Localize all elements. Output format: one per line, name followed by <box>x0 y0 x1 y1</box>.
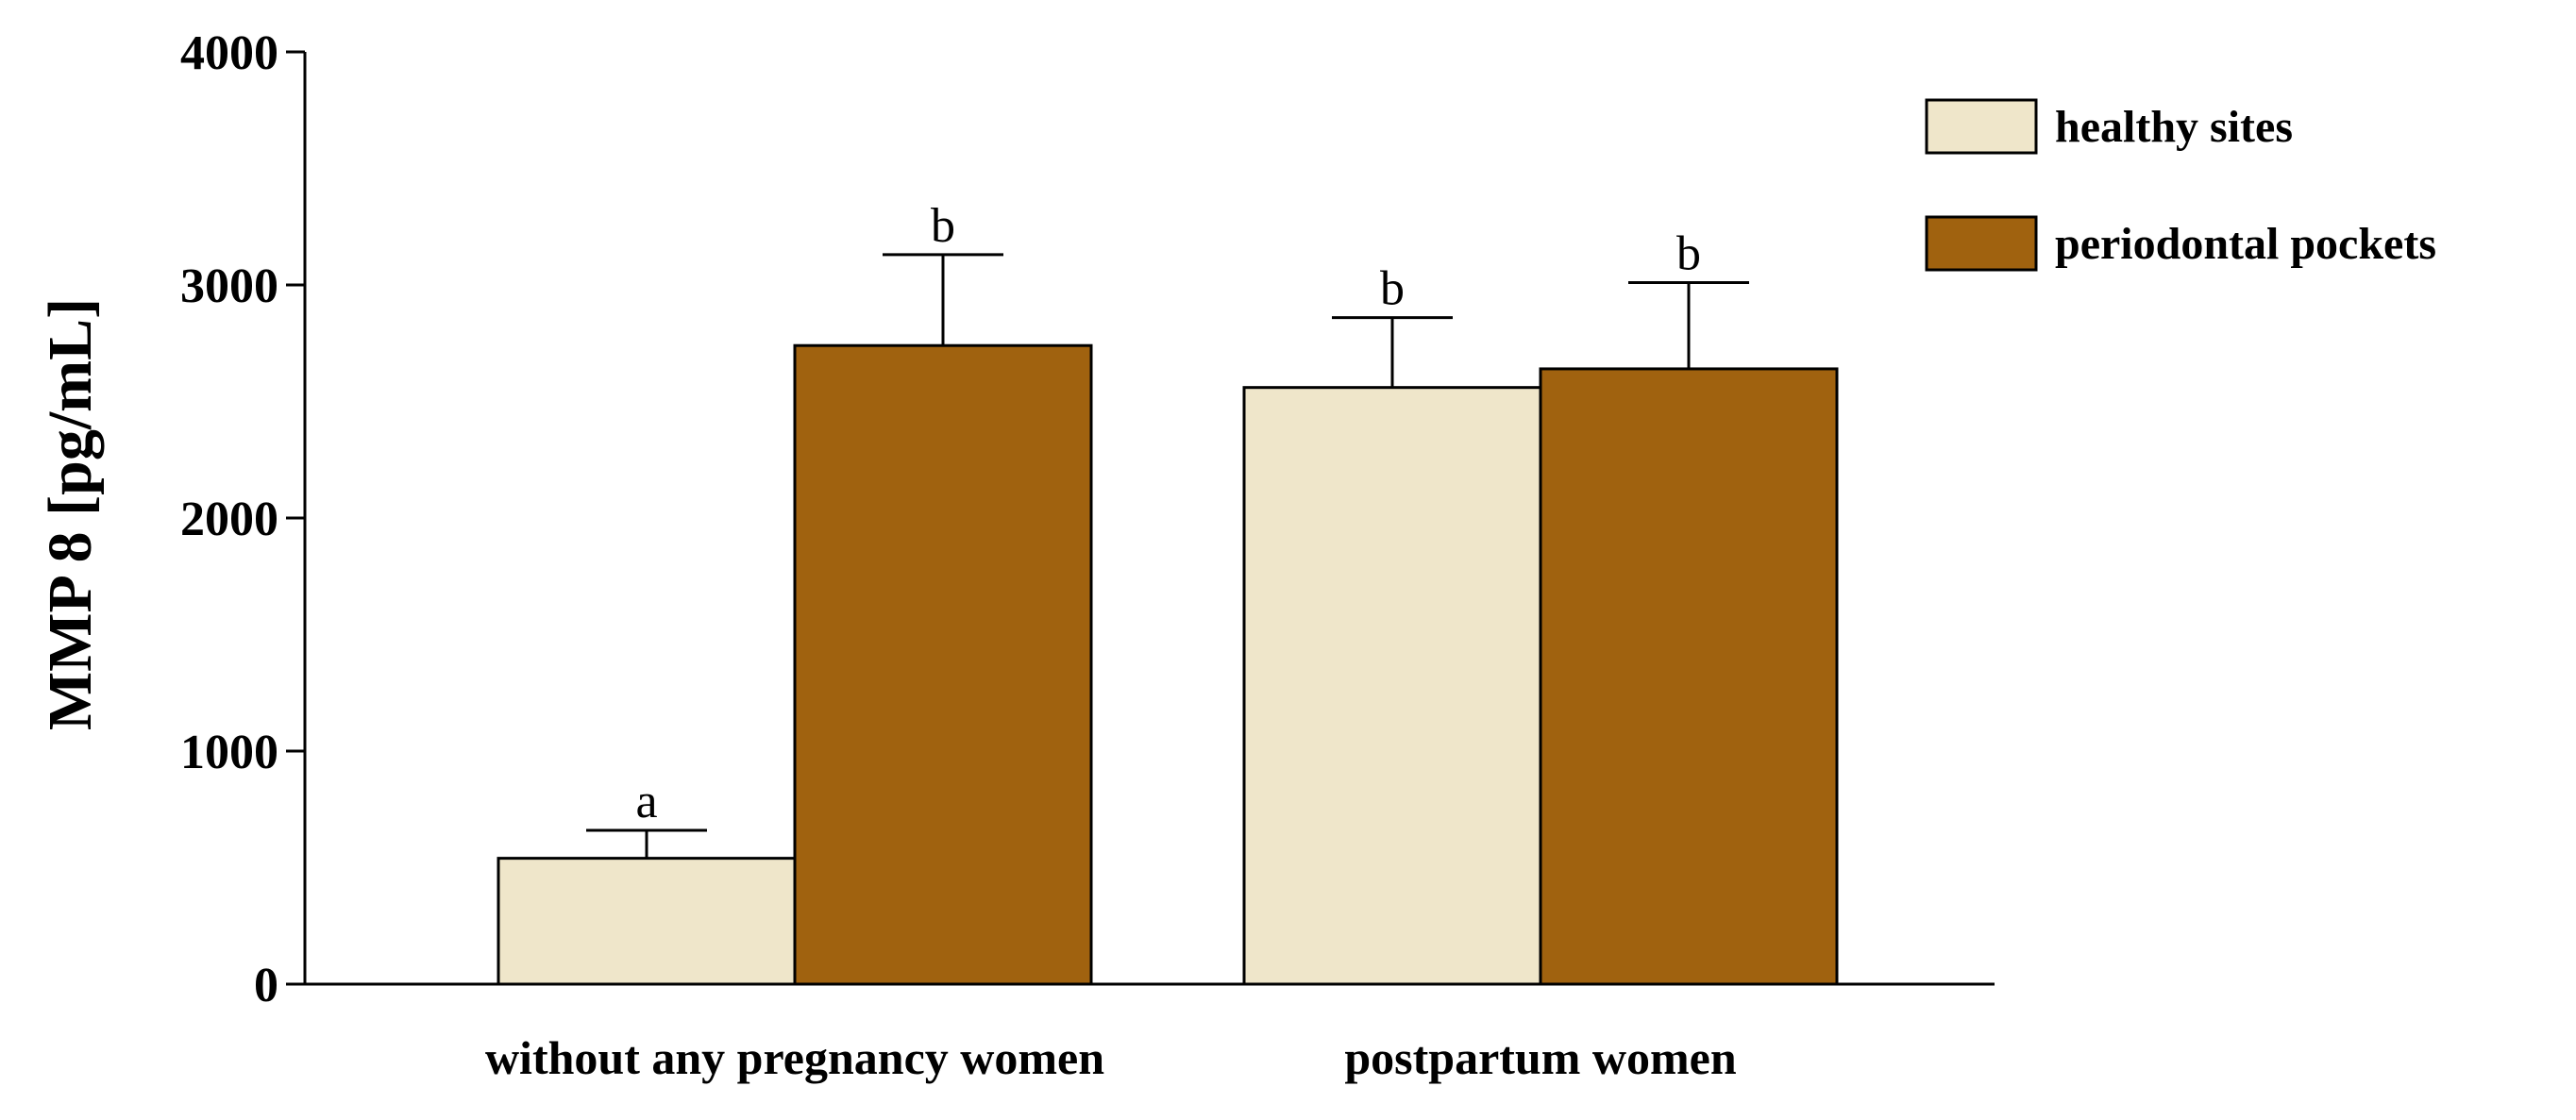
significance-label: b <box>1676 227 1701 281</box>
error-bars <box>586 253 1749 859</box>
legend: healthy sites periodontal pockets <box>1925 98 2436 272</box>
y-tick-label: 3000 <box>180 259 278 313</box>
legend-label: healthy sites <box>2055 102 2293 152</box>
y-tick-label: 1000 <box>180 726 278 779</box>
legend-swatch <box>1925 98 2038 155</box>
legend-label: periodontal pockets <box>2055 219 2436 269</box>
bar <box>793 343 1093 986</box>
significance-label: b <box>931 199 955 253</box>
x-category-label: without any pregnancy women <box>485 1031 1104 1084</box>
x-category-label: postpartum women <box>1344 1031 1736 1084</box>
bar <box>1242 386 1542 986</box>
x-axis: without any pregnancy women postpartum wo… <box>305 982 1995 1084</box>
significance-label: b <box>1380 262 1405 316</box>
y-axis: 0 1000 2000 3000 4000 <box>180 26 307 1012</box>
y-tick-label: 0 <box>254 959 278 1012</box>
bar <box>1539 367 1839 986</box>
significance-label: a <box>635 775 657 828</box>
y-tick-label: 4000 <box>180 26 278 80</box>
y-tick-label: 2000 <box>180 493 278 546</box>
legend-swatch <box>1925 215 2038 272</box>
bar <box>497 857 797 986</box>
y-axis-label: MMP 8 [pg/mL] <box>36 298 105 730</box>
bars <box>497 343 1839 986</box>
significance-labels: a b b b <box>635 199 1701 828</box>
